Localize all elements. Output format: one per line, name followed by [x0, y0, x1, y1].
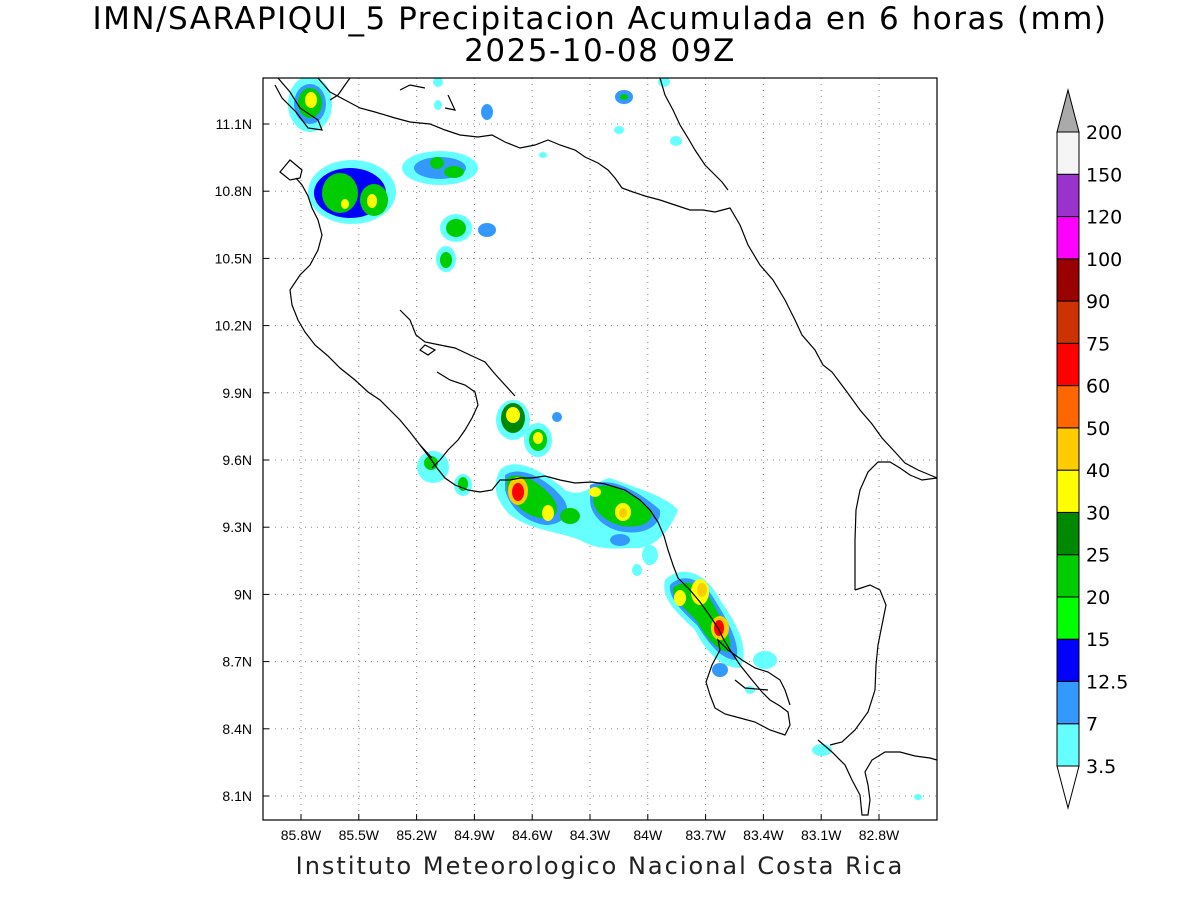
x-tick-label: 83.1W [801, 827, 842, 843]
x-tick-label: 85.5W [339, 827, 380, 843]
colorbar-level-label: 20 [1086, 587, 1110, 609]
y-tick-label: 10.5N [215, 250, 252, 266]
colorbar-level-label: 30 [1086, 502, 1110, 524]
colorbar-swatch [1056, 680, 1080, 725]
colorbar-level-label: 100 [1086, 249, 1122, 271]
coastline [274, 78, 937, 816]
y-tick-label: 9.6N [222, 452, 252, 468]
colorbar-swatch [1056, 300, 1080, 344]
colorbar-level-label: 60 [1086, 376, 1110, 398]
x-tick-label: 84W [633, 827, 663, 843]
rain-cell [308, 160, 396, 224]
colorbar-level-label: 12.5 [1086, 671, 1128, 693]
y-tick-label: 8.7N [222, 654, 252, 670]
x-tick-label: 84.9W [454, 827, 495, 843]
colorbar-level-label: 25 [1086, 545, 1110, 567]
colorbar-swatch [1056, 342, 1080, 387]
colorbar-level-label: 120 [1086, 207, 1122, 229]
rain-cell [288, 78, 332, 132]
colorbar-max-triangle [1056, 88, 1080, 133]
colorbar-level-label: 50 [1086, 418, 1110, 440]
rain-cell [620, 94, 628, 100]
x-tick-label: 83.4W [743, 827, 784, 843]
colorbar-swatch [1056, 723, 1080, 767]
colorbar-level-label: 90 [1086, 291, 1110, 313]
y-axis: 11.1N 10.8N 10.5N 10.2N 9.9N 9.6N 9.3N 9N 8.7N 8.… [215, 116, 269, 804]
y-tick-label: 8.1N [222, 788, 252, 804]
rain-cell [417, 451, 472, 496]
credit-text: Instituto Meteorologico Nacional Costa R… [295, 852, 905, 880]
colorbar-swatch [1056, 131, 1080, 175]
x-tick-label: 84.6W [512, 827, 553, 843]
colorbar-level-label: 3.5 [1086, 756, 1116, 778]
map-datetime: 2025-10-08 09Z [464, 33, 736, 69]
rain-cell [402, 151, 478, 185]
y-tick-label: 8.4N [222, 721, 252, 737]
colorbar-min-triangle [1056, 765, 1080, 810]
rain-cell [496, 400, 562, 457]
x-axis: 85.8W 85.5W 85.2W 84.9W 84.6W 84.3W 84W 83.7W 83… [281, 814, 900, 843]
colorbar-swatch [1056, 638, 1080, 682]
x-tick-label: 85.8W [281, 827, 322, 843]
map-title: IMN/SARAPIQUI_5 Precipitacion Acumulada … [92, 1, 1108, 37]
y-tick-label: 9.3N [222, 519, 252, 535]
precipitation-field [288, 78, 922, 800]
rain-cell [614, 126, 624, 134]
map-area [262, 77, 938, 821]
y-tick-label: 10.8N [215, 183, 252, 199]
y-tick-label: 9N [234, 586, 252, 602]
colorbar-swatch [1056, 596, 1080, 640]
colorbar-swatch [1056, 469, 1080, 513]
rain-cell [433, 78, 443, 87]
rain-cell [670, 136, 682, 146]
colorbar-level-label: 7 [1086, 714, 1098, 736]
colorbar-legend: 3.5 7 12.5 15 20 25 30 40 50 60 75 90 100 120 150 200 [1056, 88, 1128, 810]
rain-cell [539, 152, 547, 158]
rain-cell [434, 100, 442, 110]
y-tick-label: 9.9N [222, 385, 252, 401]
colorbar-swatch [1056, 258, 1080, 302]
colorbar-level-label: 75 [1086, 333, 1110, 355]
rain-cell [436, 214, 496, 272]
colorbar-level-label: 200 [1086, 122, 1122, 144]
map-gridlines [263, 78, 937, 820]
colorbar-swatch [1056, 216, 1080, 260]
x-tick-label: 85.2W [396, 827, 437, 843]
colorbar-swatch [1056, 173, 1080, 218]
x-tick-label: 82.8W [859, 827, 900, 843]
y-tick-label: 10.2N [215, 318, 252, 334]
colorbar-level-label: 15 [1086, 629, 1110, 651]
map-frame [262, 77, 938, 821]
rain-band-central [495, 464, 678, 576]
rain-band-south [664, 571, 922, 800]
colorbar-level-label: 150 [1086, 164, 1122, 186]
colorbar-swatch [1056, 554, 1080, 598]
rain-cell [481, 104, 493, 120]
colorbar-swatch [1056, 385, 1080, 429]
colorbar-swatch [1056, 427, 1080, 471]
x-tick-label: 83.7W [685, 827, 726, 843]
colorbar-level-label: 40 [1086, 460, 1110, 482]
y-tick-label: 11.1N [216, 116, 252, 132]
x-tick-label: 84.3W [570, 827, 611, 843]
colorbar-swatch [1056, 511, 1080, 556]
